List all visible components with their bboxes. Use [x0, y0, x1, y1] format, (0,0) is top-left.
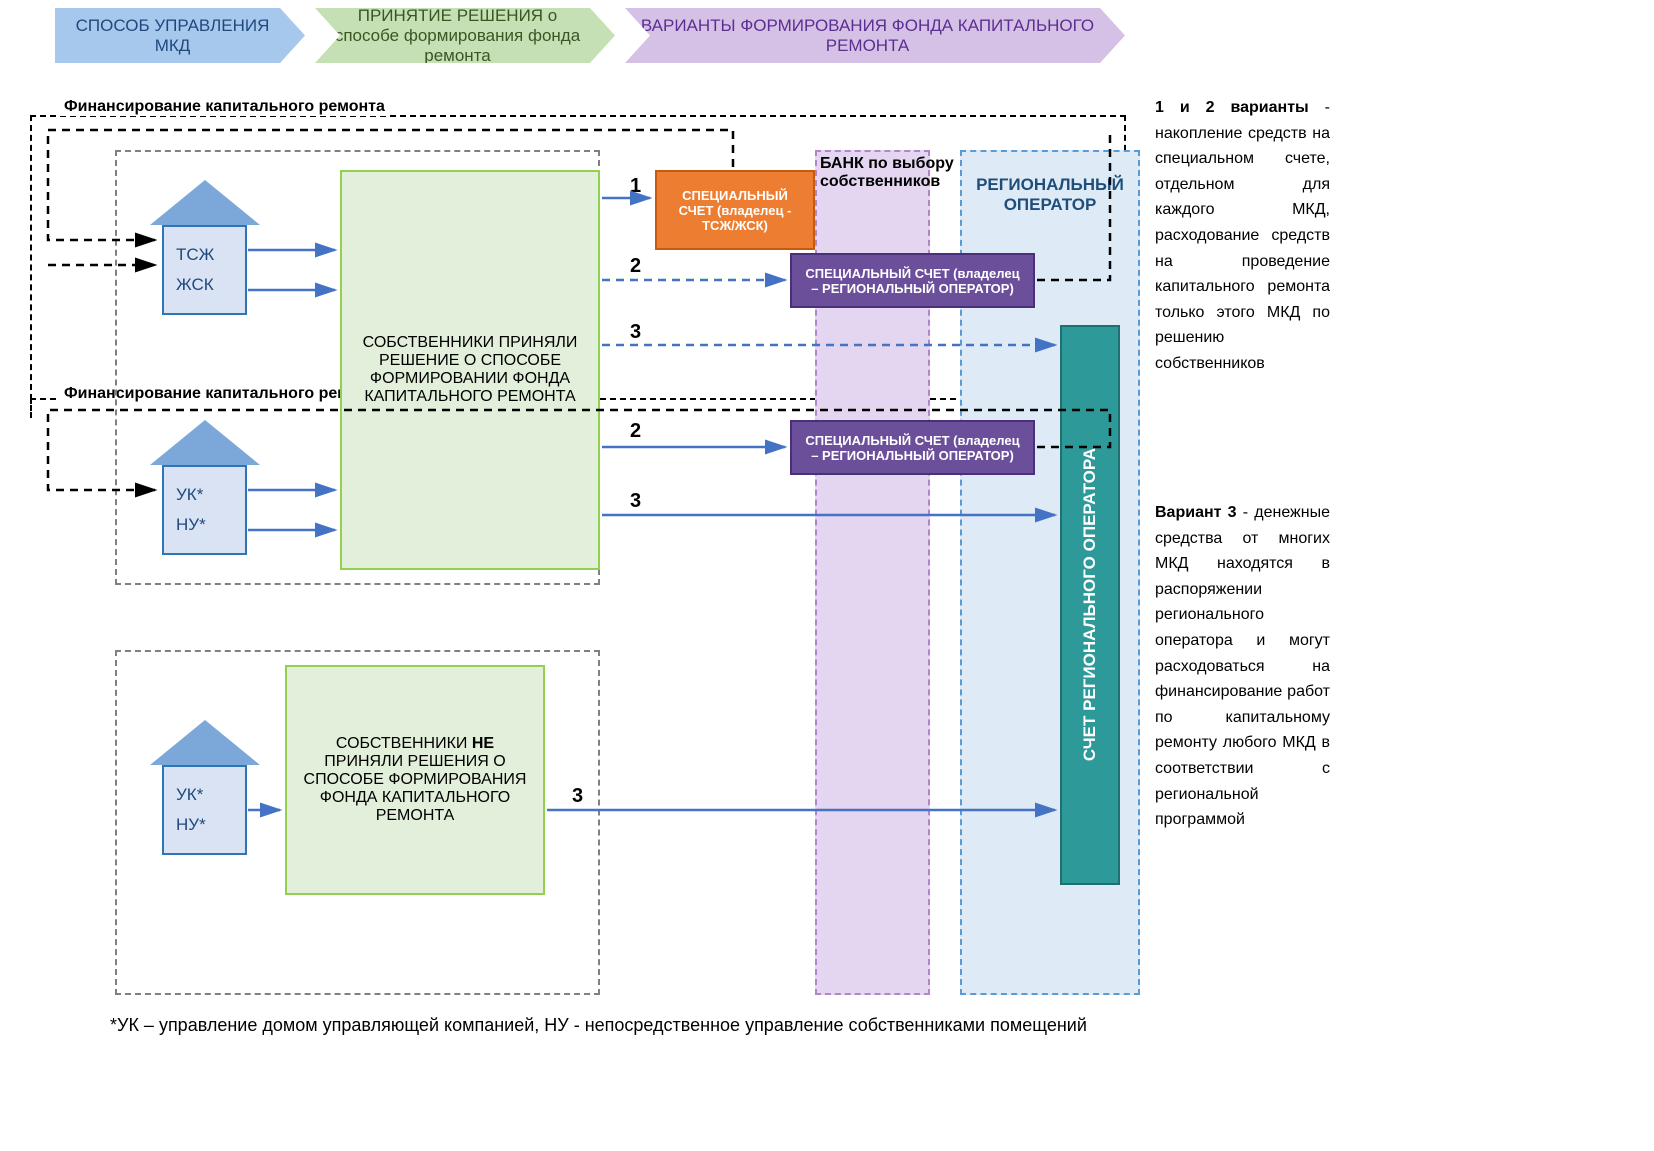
- house-uk-1: УК* НУ*: [150, 420, 260, 555]
- side-text-1: 1 и 2 варианты - накопление средств на с…: [1155, 95, 1330, 377]
- house-tszh: ТСЖ ЖСК: [150, 180, 260, 315]
- arrow-num-2b: 2: [630, 420, 641, 443]
- side-text-2: Вариант 3 - денежные средства от многих …: [1155, 500, 1330, 833]
- chevron-decision: ПРИНЯТИЕ РЕШЕНИЯ о способе формирования …: [315, 8, 615, 63]
- account-text: СПЕЦИАЛЬНЫЙ СЧЕТ (владелец - ТСЖ/ЖСК): [667, 188, 803, 233]
- bank-label: БАНК по выбору собственников: [815, 150, 965, 196]
- regional-account-box: СЧЕТ РЕГИОНАЛЬНОГО ОПЕРАТОРА: [1060, 325, 1120, 885]
- decision-box-no: СОБСТВЕННИКИ НЕ ПРИНЯЛИ РЕШЕНИЯ О СПОСОБ…: [285, 665, 545, 895]
- house-roof: [150, 420, 260, 465]
- decision-text: СОБСТВЕННИКИ ПРИНЯЛИ РЕШЕНИЕ О СПОСОБЕ Ф…: [352, 334, 588, 406]
- house-roof: [150, 720, 260, 765]
- arrow-num-2a: 2: [630, 255, 641, 278]
- account-text: СПЕЦИАЛЬНЫЙ СЧЕТ (владелец – РЕГИОНАЛЬНЫ…: [802, 266, 1023, 296]
- house-line1: УК*: [176, 785, 203, 805]
- house-body: УК* НУ*: [162, 465, 247, 555]
- house-line2: НУ*: [176, 815, 206, 835]
- chevron-label: ПРИНЯТИЕ РЕШЕНИЯ о способе формирования …: [330, 6, 585, 66]
- house-line1: ТСЖ: [176, 245, 214, 265]
- arrow-num-3a: 3: [630, 321, 641, 344]
- chevron-management: СПОСОБ УПРАВЛЕНИЯ МКД: [55, 8, 305, 63]
- house-uk-2: УК* НУ*: [150, 720, 260, 855]
- account-orange: СПЕЦИАЛЬНЫЙ СЧЕТ (владелец - ТСЖ/ЖСК): [655, 170, 815, 250]
- account-text: СПЕЦИАЛЬНЫЙ СЧЕТ (владелец – РЕГИОНАЛЬНЫ…: [802, 433, 1023, 463]
- house-body: УК* НУ*: [162, 765, 247, 855]
- financing-label-1: Финансирование капитального ремонта: [60, 98, 389, 116]
- chevron-label: СПОСОБ УПРАВЛЕНИЯ МКД: [70, 16, 275, 56]
- account-purple-1: СПЕЦИАЛЬНЫЙ СЧЕТ (владелец – РЕГИОНАЛЬНЫ…: [790, 253, 1035, 308]
- arrow-num-1: 1: [630, 175, 641, 198]
- chevron-label: ВАРИАНТЫ ФОРМИРОВАНИЯ ФОНДА КАПИТАЛЬНОГО…: [640, 16, 1095, 56]
- house-line2: НУ*: [176, 515, 206, 535]
- house-roof: [150, 180, 260, 225]
- decision-box-yes: СОБСТВЕННИКИ ПРИНЯЛИ РЕШЕНИЕ О СПОСОБЕ Ф…: [340, 170, 600, 570]
- arrow-num-3b: 3: [630, 490, 641, 513]
- regional-account-text: СЧЕТ РЕГИОНАЛЬНОГО ОПЕРАТОРА: [1080, 448, 1100, 761]
- house-line1: УК*: [176, 485, 203, 505]
- house-line2: ЖСК: [176, 275, 214, 295]
- arrow-num-3c: 3: [572, 785, 583, 808]
- footnote: *УК – управление домом управляющей компа…: [110, 1015, 1087, 1036]
- decision-text: СОБСТВЕННИКИ НЕ ПРИНЯЛИ РЕШЕНИЯ О СПОСОБ…: [297, 735, 533, 825]
- regional-operator-label: РЕГИОНАЛЬНЫЙ ОПЕРАТОР: [960, 175, 1140, 215]
- chevron-variants: ВАРИАНТЫ ФОРМИРОВАНИЯ ФОНДА КАПИТАЛЬНОГО…: [625, 8, 1125, 63]
- account-purple-2: СПЕЦИАЛЬНЫЙ СЧЕТ (владелец – РЕГИОНАЛЬНЫ…: [790, 420, 1035, 475]
- house-body: ТСЖ ЖСК: [162, 225, 247, 315]
- diagram-root: СПОСОБ УПРАВЛЕНИЯ МКД ПРИНЯТИЕ РЕШЕНИЯ о…: [0, 0, 1654, 1151]
